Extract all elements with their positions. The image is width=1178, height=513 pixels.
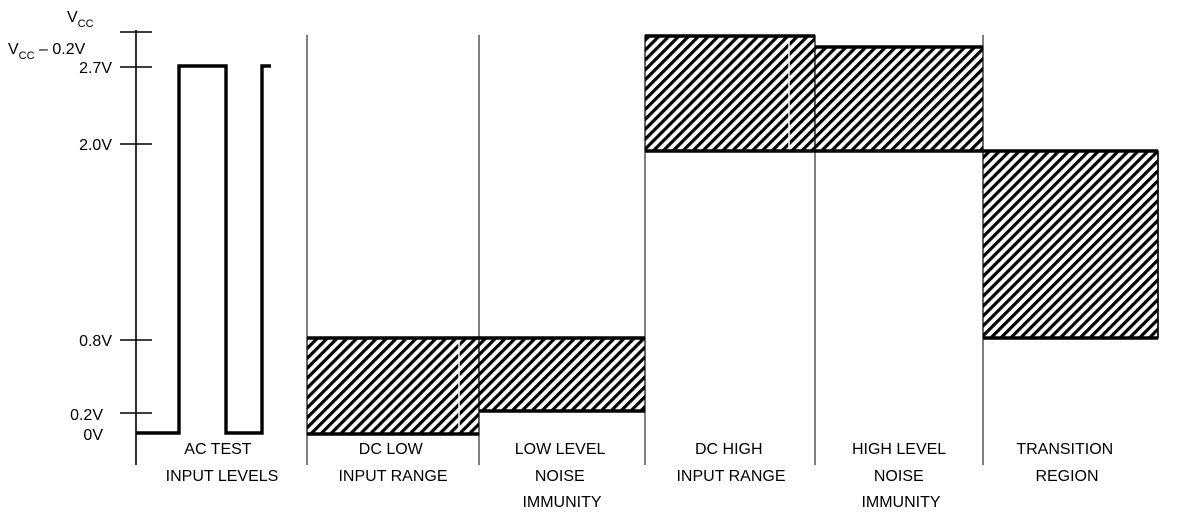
y-label-vcc-minus-0-2v: VCC – 0.2V bbox=[8, 41, 86, 62]
region-label-high-noise: HIGH LEVEL NOISE IMMUNITY bbox=[852, 441, 950, 511]
region-label-transition: TRANSITION REGION bbox=[1016, 441, 1117, 485]
high-noise-band bbox=[814, 45, 984, 153]
y-label-vcc: VCC bbox=[67, 9, 94, 30]
y-label-0v: 0V bbox=[83, 427, 103, 444]
y-label-2-7v: 2.7V bbox=[79, 60, 112, 77]
low-noise-band bbox=[478, 336, 646, 413]
dc-high-band bbox=[644, 34, 816, 153]
y-axis-ticks bbox=[120, 31, 152, 414]
ac-test-waveform bbox=[136, 64, 271, 435]
dc-low-band bbox=[306, 336, 480, 436]
y-label-0-8v: 0.8V bbox=[79, 333, 112, 350]
transition-band bbox=[982, 149, 1159, 340]
region-label-low-noise: LOW LEVEL NOISE IMMUNITY bbox=[515, 441, 610, 511]
region-label-dc-low: DC LOW INPUT RANGE bbox=[338, 441, 447, 485]
region-label-ac-test: AC TEST INPUT LEVELS bbox=[166, 441, 279, 485]
y-label-2-0v: 2.0V bbox=[79, 137, 112, 154]
region-label-dc-high: DC HIGH INPUT RANGE bbox=[676, 441, 785, 485]
y-label-0-2v: 0.2V bbox=[70, 407, 103, 424]
